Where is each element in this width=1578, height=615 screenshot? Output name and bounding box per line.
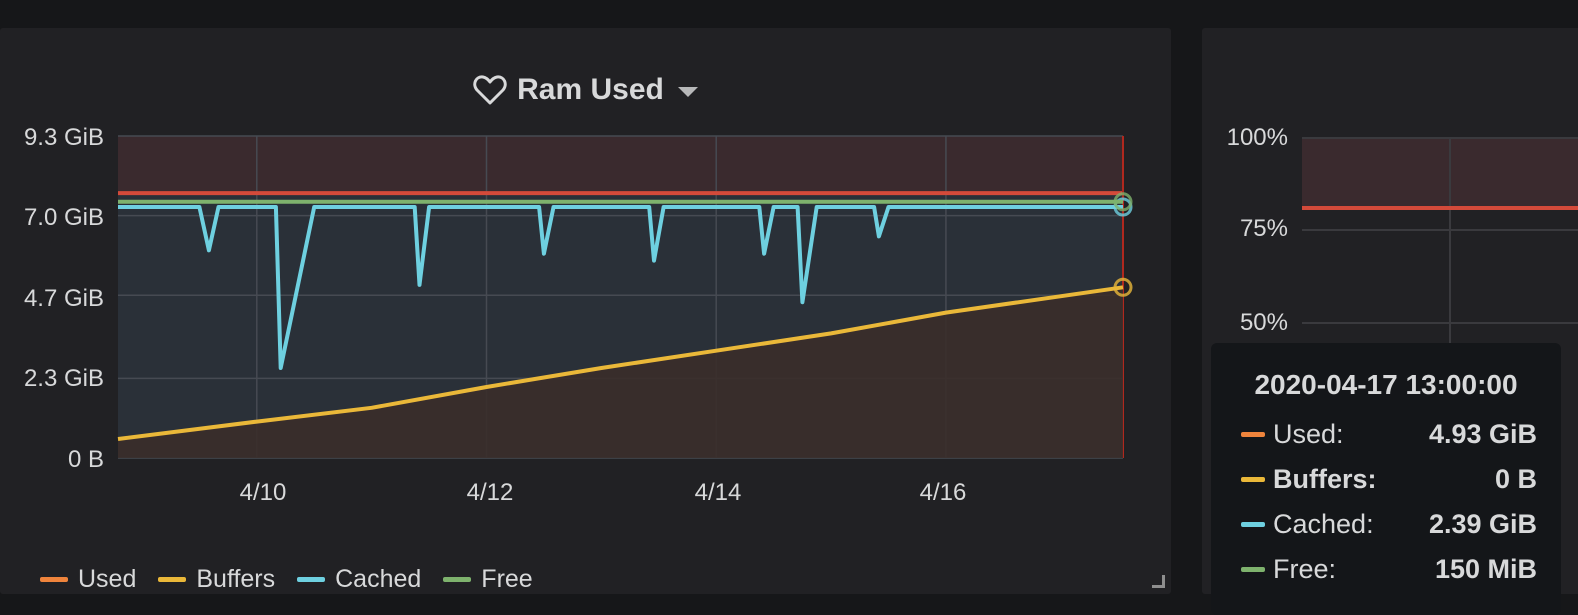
y-tick-label: 100% — [1226, 124, 1288, 151]
ram-used-chart[interactable] — [0, 28, 1171, 528]
tooltip-row-cached: Cached: 2.39 GiB — [1241, 508, 1537, 540]
legend-label: Buffers — [196, 565, 276, 593]
buffers-series-line — [117, 285, 1124, 441]
y-tick-label: 7.0 GiB — [23, 204, 104, 231]
y-tick-label: 75% — [1239, 215, 1288, 242]
legend-item-cached[interactable]: Cached — [297, 565, 421, 594]
legend-label: Cached — [335, 565, 422, 593]
tooltip-value: 150 MiB — [1434, 553, 1537, 584]
buffers-area — [118, 287, 1123, 458]
graph-tooltip: 2020-04-17 13:00:00 Used: 4.93 GiB Buffe… — [1211, 343, 1561, 615]
tooltip-label: Free: — [1273, 553, 1337, 584]
second-panel-chart[interactable] — [1202, 28, 1578, 368]
x-tick-label: 4/16 — [919, 479, 967, 506]
tooltip-label: Used: — [1273, 418, 1344, 449]
legend-item-buffers[interactable]: Buffers — [158, 565, 275, 594]
y-tick-label: 2.3 GiB — [23, 365, 104, 392]
legend-label: Used — [78, 565, 137, 593]
panel-title[interactable]: Ram Used — [517, 73, 664, 106]
legend-item-free[interactable]: Free — [443, 565, 533, 594]
tooltip-value: 2.39 GiB — [1428, 508, 1537, 539]
x-tick-label: 4/10 — [239, 479, 287, 506]
heart-icon — [473, 75, 507, 105]
tooltip-row-buffers: Buffers: 0 B — [1241, 463, 1537, 495]
tooltip-swatch — [1241, 566, 1265, 572]
legend-swatch — [297, 577, 326, 582]
tooltip-row-used: Used: 4.93 GiB — [1241, 418, 1537, 450]
legend-swatch — [40, 577, 68, 582]
chart-legend: Used Buffers Cached Free — [40, 565, 533, 594]
x-tick-label: 4/14 — [694, 479, 742, 506]
y-tick-label: 9.3 GiB — [23, 124, 104, 151]
tooltip-swatch — [1241, 476, 1265, 482]
cached-hover-point — [1113, 197, 1133, 217]
x-tick-label: 4/12 — [466, 479, 514, 506]
tooltip-swatch — [1241, 521, 1265, 527]
y-tick-label: 50% — [1239, 309, 1288, 336]
panel-header[interactable]: Ram Used — [0, 70, 1171, 110]
legend-label: Free — [481, 565, 533, 593]
buffers-hover-point — [1113, 277, 1133, 297]
threshold-area — [1302, 138, 1578, 208]
legend-swatch — [443, 577, 472, 582]
tooltip-timestamp: 2020-04-17 13:00:00 — [1254, 369, 1518, 400]
legend-swatch — [158, 577, 187, 582]
tooltip-label: Cached: — [1273, 508, 1374, 539]
resize-handle[interactable] — [1152, 575, 1165, 588]
y-tick-label: 4.7 GiB — [23, 285, 104, 312]
threshold-area — [118, 136, 1123, 194]
legend-item-used[interactable]: Used — [40, 565, 136, 594]
tooltip-label: Buffers: — [1273, 463, 1377, 494]
tooltip-value: 4.93 GiB — [1428, 418, 1537, 449]
tooltip-value: 0 B — [1494, 463, 1537, 494]
free-hover-point — [1113, 192, 1133, 212]
y-tick-label: 0 B — [67, 446, 104, 473]
tooltip-row-free: Free: 150 MiB — [1241, 553, 1537, 585]
cached-series-line — [118, 205, 1123, 370]
caret-down-icon[interactable] — [677, 87, 698, 97]
tooltip-swatch — [1241, 431, 1265, 437]
ram-used-panel: Ram Used 9.3 GiB 7.0 GiB 4.7 GiB 2.3 GiB… — [0, 28, 1171, 594]
